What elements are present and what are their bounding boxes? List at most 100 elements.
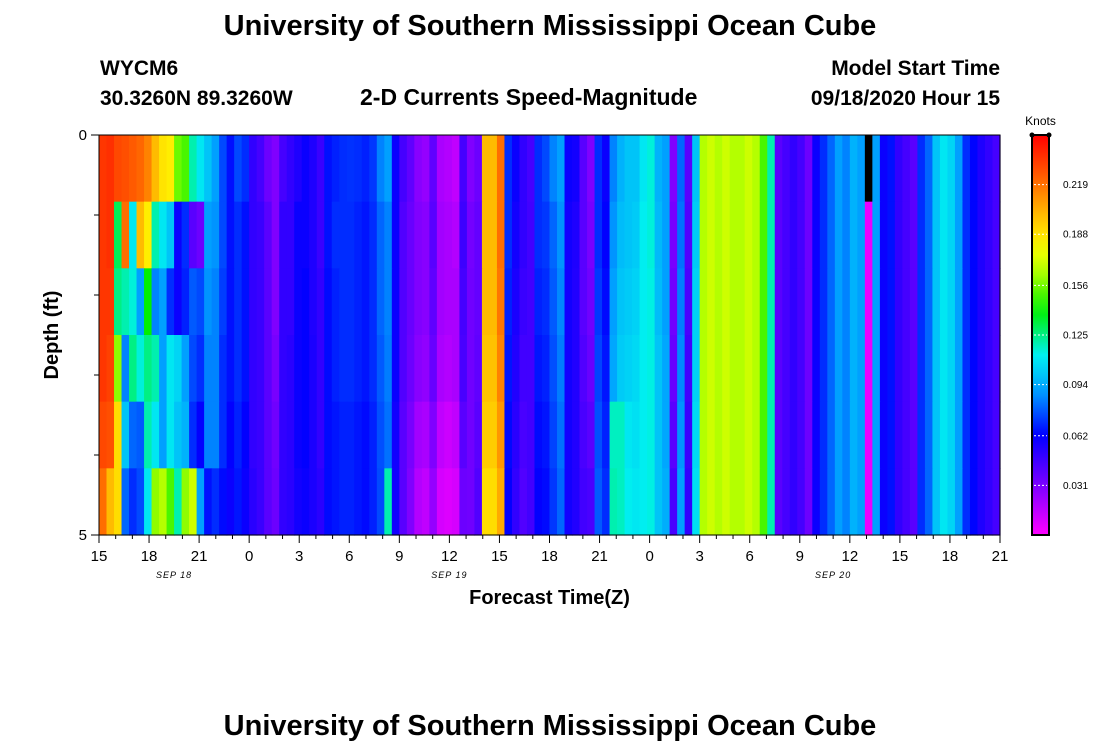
heatmap-cell [894, 135, 903, 203]
heatmap-cell [376, 468, 385, 536]
heatmap-cell [962, 268, 971, 336]
heatmap-cell [624, 468, 633, 536]
heatmap-cell [414, 201, 423, 269]
heatmap-cell [557, 268, 566, 336]
heatmap-cell [174, 401, 183, 469]
heatmap-cell [857, 468, 866, 536]
heatmap-cell [436, 135, 445, 203]
heatmap-cell [99, 401, 108, 469]
heatmap-cell [932, 401, 941, 469]
heatmap-cell [534, 335, 543, 403]
heatmap-cell [812, 401, 821, 469]
heatmap-cell [204, 135, 213, 203]
heatmap-cell [969, 201, 979, 269]
heatmap-cell [887, 268, 896, 336]
heatmap-cell [924, 135, 934, 203]
heatmap-cell [557, 335, 566, 403]
heatmap-cell [391, 468, 400, 536]
y-tick-label: 0 [79, 127, 87, 144]
heatmap-cell [932, 201, 941, 269]
heatmap-cell [587, 335, 596, 403]
heatmap-cell [436, 201, 445, 269]
heatmap-cell [564, 335, 573, 403]
heatmap-cell [159, 335, 168, 403]
heatmap-cell [692, 401, 701, 469]
heatmap-cell [211, 268, 220, 336]
heatmap-cell [617, 268, 626, 336]
heatmap-cell [526, 468, 536, 536]
heatmap-cell [129, 468, 138, 536]
heatmap-cell [549, 135, 558, 203]
heatmap-cell [174, 201, 183, 269]
heatmap-cell [429, 201, 438, 269]
heatmap-cell [714, 468, 723, 536]
heatmap-cell [722, 468, 731, 536]
heatmap-cell [789, 468, 798, 536]
x-tick-label: 3 [695, 548, 703, 565]
heatmap-cell [181, 201, 190, 269]
heatmap-cell [962, 335, 971, 403]
heatmap-cell [639, 268, 648, 336]
heatmap-cell [249, 268, 258, 336]
heatmap-cell [331, 335, 340, 403]
heatmap-cell [699, 335, 708, 403]
heatmap-cell [624, 201, 633, 269]
heatmap-cell [729, 335, 738, 403]
x-tick-label: 21 [591, 548, 608, 565]
heatmap-cell [241, 401, 250, 469]
heatmap-cell [331, 201, 340, 269]
heatmap-cell [421, 335, 430, 403]
heatmap-cell [534, 201, 543, 269]
heatmap-cell [189, 135, 198, 203]
heatmap-cell [526, 268, 536, 336]
heatmap-cell [677, 468, 686, 536]
y-axis-title: Depth (ft) [41, 291, 63, 380]
heatmap-cells [99, 135, 1001, 536]
heatmap-cell [662, 401, 671, 469]
heatmap-cell [316, 401, 325, 469]
date-label: SEP 20 [815, 570, 851, 580]
heatmap-cell [902, 201, 911, 269]
heatmap-cell [391, 201, 400, 269]
heatmap-cell [767, 401, 776, 469]
heatmap-cell [744, 401, 753, 469]
heatmap-cell [744, 468, 753, 536]
heatmap-cell [196, 401, 205, 469]
heatmap-cell [707, 401, 716, 469]
heatmap-cell [144, 135, 153, 203]
heatmap-cell [436, 468, 445, 536]
heatmap-cell [984, 201, 994, 269]
heatmap-cell [219, 401, 228, 469]
heatmap-cell [579, 201, 588, 269]
heatmap-cell [511, 335, 521, 403]
heatmap-cell [977, 201, 986, 269]
heatmap-cell [106, 268, 115, 336]
colorbar [1031, 134, 1050, 536]
heatmap-cell [489, 468, 498, 536]
heatmap-cell [121, 335, 130, 403]
heatmap-cell [324, 401, 333, 469]
heatmap-cell [969, 268, 979, 336]
heatmap-cell [196, 201, 205, 269]
heatmap-cell [804, 335, 813, 403]
heatmap-cell [669, 468, 678, 536]
heatmap-cell [309, 401, 318, 469]
heatmap-cell [797, 401, 806, 469]
heatmap-cell [444, 468, 453, 536]
colorbar-tick-label: 0.031 [1063, 481, 1088, 492]
heatmap-cell [759, 135, 768, 203]
heatmap-cell [114, 135, 123, 203]
heatmap-cell [579, 468, 588, 536]
heatmap-cell [932, 268, 941, 336]
heatmap-cell [707, 468, 716, 536]
heatmap-cell [812, 335, 821, 403]
heatmap-cell [121, 401, 130, 469]
heatmap-cell [594, 268, 603, 336]
heatmap-cell [511, 268, 521, 336]
heatmap-cell [917, 468, 926, 536]
heatmap-cell [789, 135, 798, 203]
heatmap-cell [549, 401, 558, 469]
x-tick-label: 15 [892, 548, 909, 565]
heatmap-cell [624, 335, 633, 403]
heatmap-cell [834, 135, 843, 203]
